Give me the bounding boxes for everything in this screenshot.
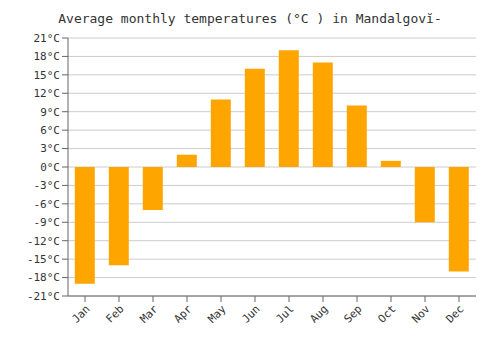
svg-text:18°C: 18°C	[34, 50, 61, 63]
svg-text:21°C: 21°C	[34, 32, 61, 45]
svg-text:-15°C: -15°C	[27, 253, 60, 266]
svg-text:-6°C: -6°C	[34, 198, 61, 211]
svg-text:Aug: Aug	[307, 302, 330, 325]
svg-text:Feb: Feb	[103, 302, 126, 325]
svg-text:-21°C: -21°C	[27, 290, 60, 303]
svg-text:9°C: 9°C	[40, 106, 60, 119]
svg-text:15°C: 15°C	[34, 69, 61, 82]
svg-text:-12°C: -12°C	[27, 235, 60, 248]
svg-text:3°C: 3°C	[40, 142, 60, 155]
svg-text:Apr: Apr	[171, 302, 195, 326]
svg-text:Sep: Sep	[341, 302, 364, 325]
svg-text:Mar: Mar	[137, 302, 161, 326]
svg-text:-9°C: -9°C	[34, 216, 61, 229]
svg-text:Jan: Jan	[69, 302, 92, 325]
svg-text:-3°C: -3°C	[34, 179, 61, 192]
svg-text:12°C: 12°C	[34, 87, 61, 100]
svg-text:Oct: Oct	[375, 302, 398, 325]
svg-text:6°C: 6°C	[40, 124, 60, 137]
svg-text:Nov: Nov	[409, 302, 433, 326]
svg-text:Jun: Jun	[239, 302, 262, 325]
html-text:Average monthly temperatures (: Average monthly temperatures (°C ) in Ma…	[58, 11, 442, 26]
svg-text:-18°C: -18°C	[27, 271, 60, 284]
svg-text:0°C: 0°C	[40, 161, 60, 174]
svg-text:Jul: Jul	[273, 302, 296, 325]
svg-text:Dec: Dec	[443, 302, 466, 325]
svg-text:May: May	[205, 302, 229, 326]
